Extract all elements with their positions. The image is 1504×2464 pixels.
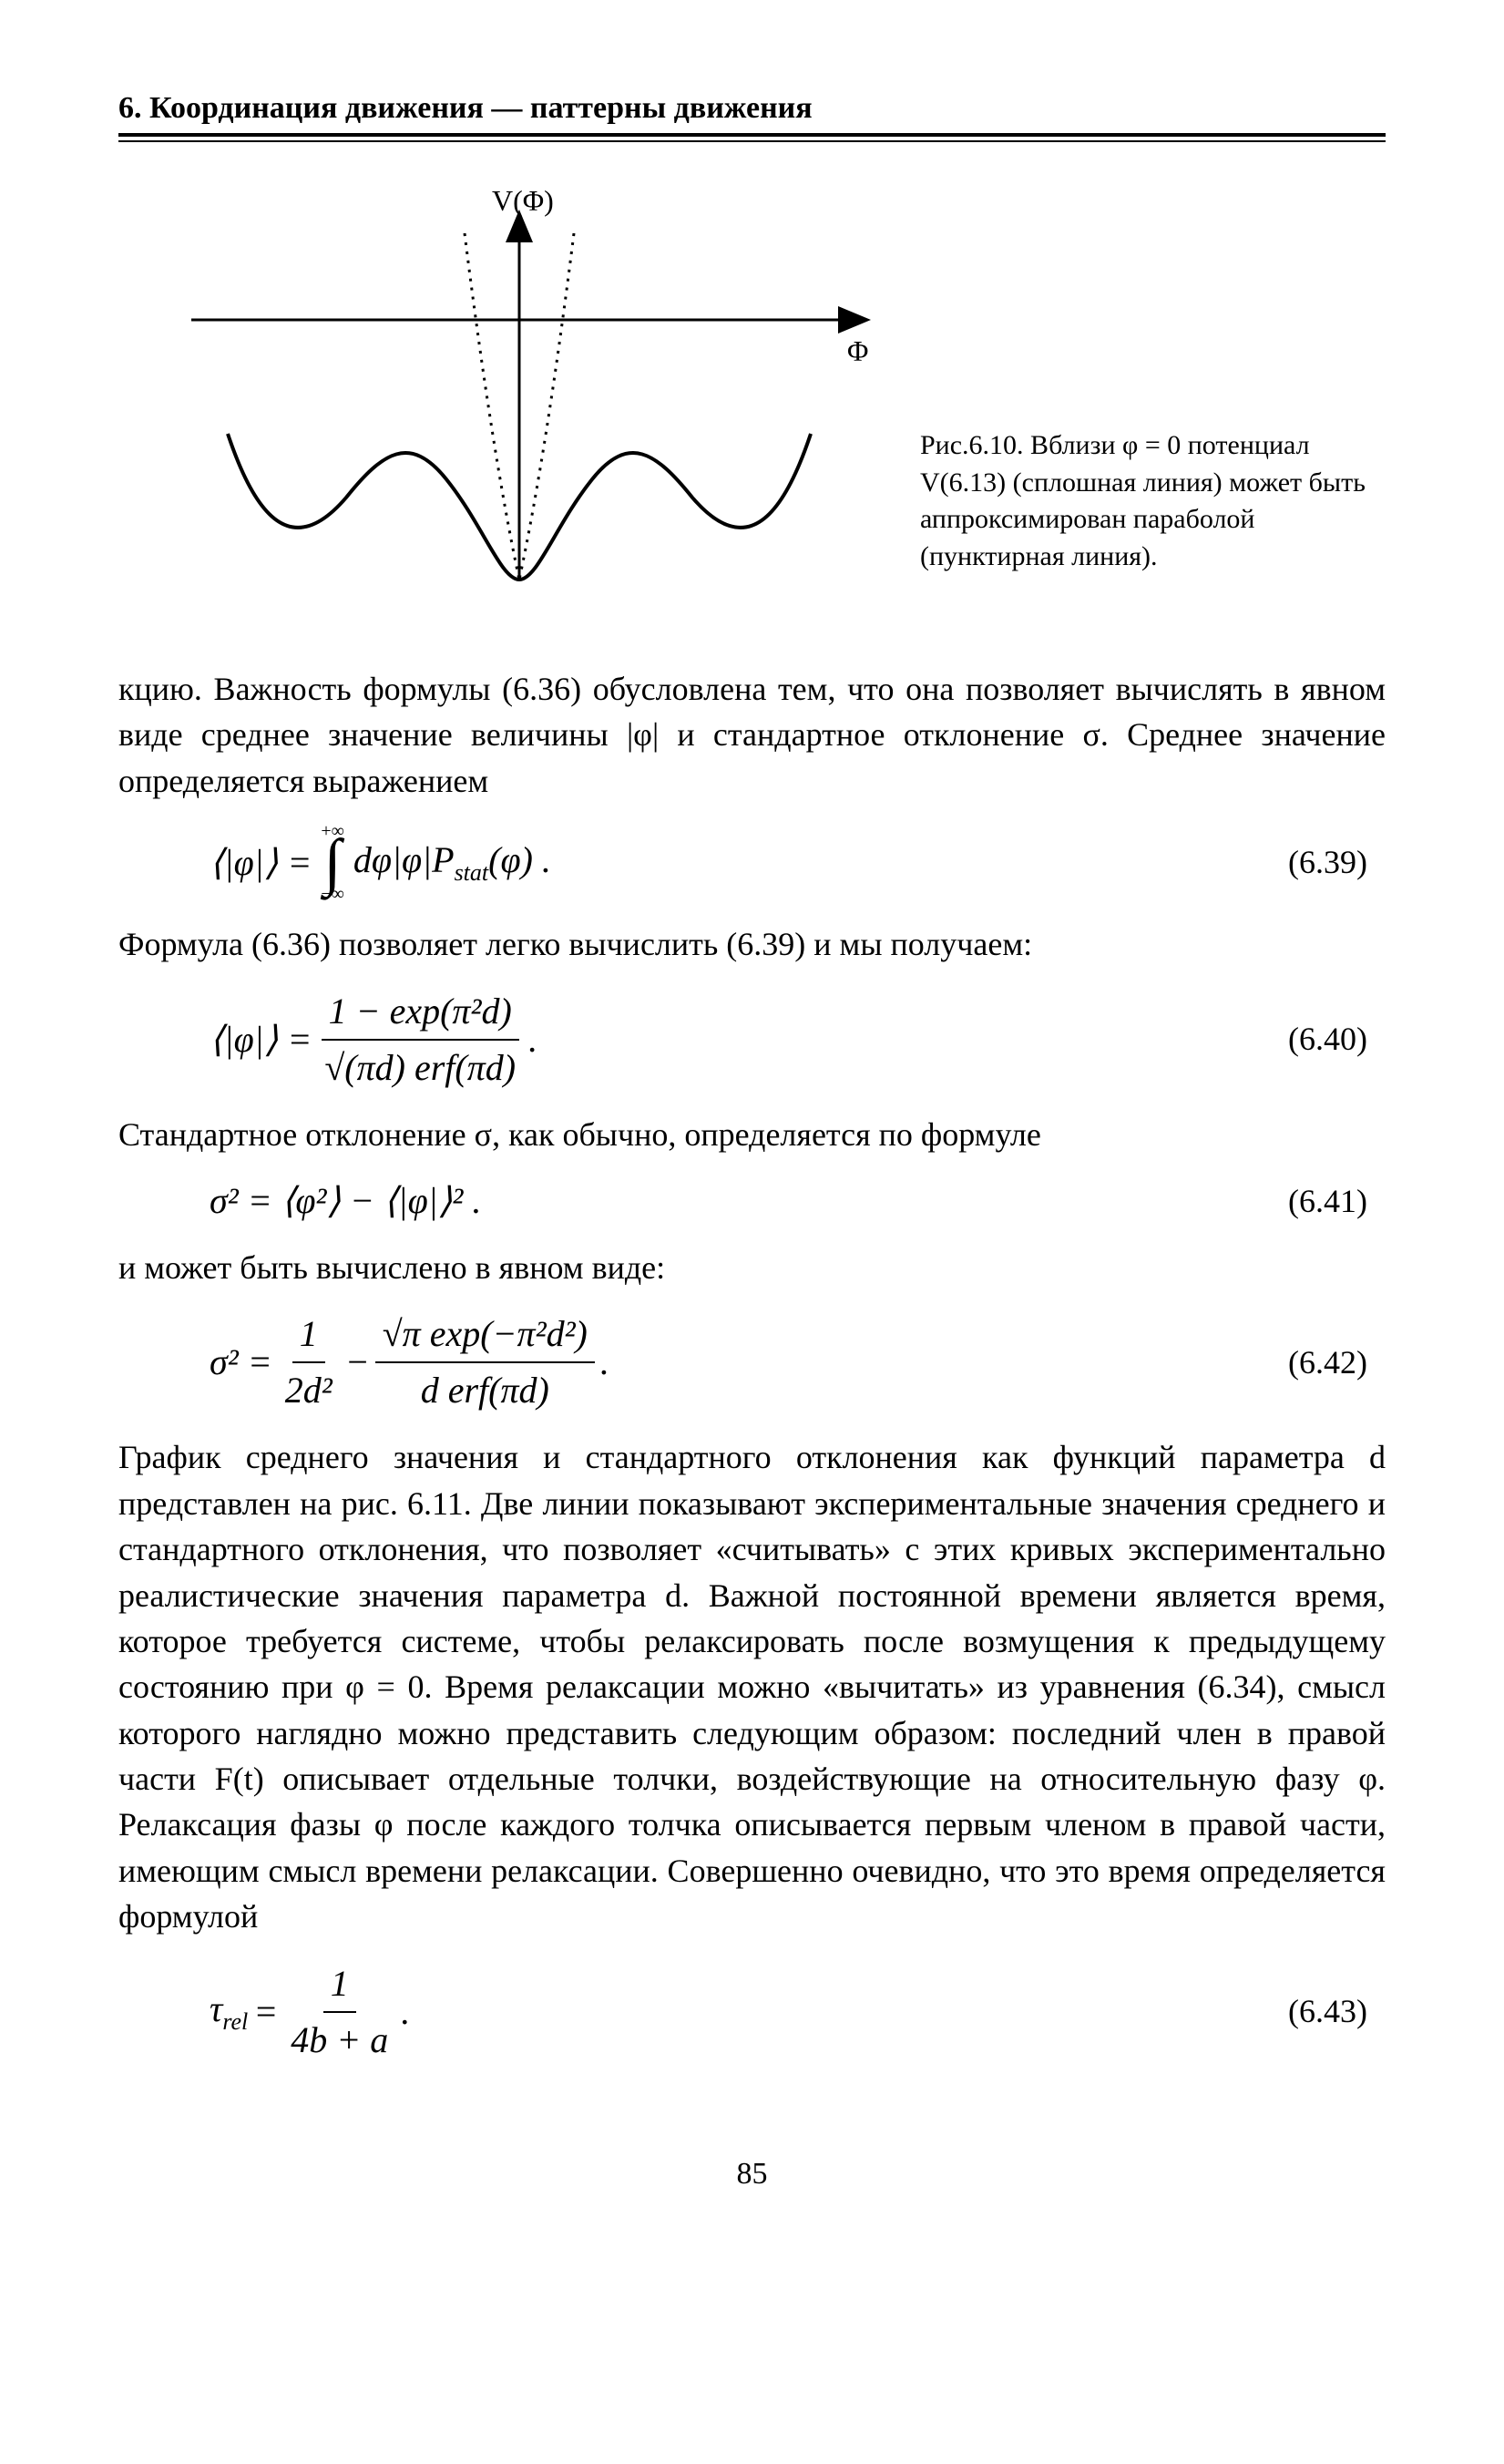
eq43-tau: τ <box>210 1988 222 2029</box>
eq43-sub: rel <box>222 2008 248 2035</box>
eq42-frac2: √π exp(−π²d²) d erf(πd) <box>375 1309 595 1416</box>
integral-symbol: ∫ <box>324 840 342 885</box>
equation-6-41: σ² = ⟨φ²⟩ − ⟨|φ|⟩² . (6.41) <box>118 1176 1386 1227</box>
eq40-denominator: √(πd) erf(πd) <box>317 1041 523 1093</box>
eq40-tail: . <box>528 1014 537 1065</box>
eq-number-640: (6.40) <box>1288 1016 1386 1062</box>
eq43-tail: . <box>401 1987 410 2038</box>
eq42-t1-den: 2d² <box>278 1363 340 1416</box>
equation-6-39: ⟨|φ|⟩ = +∞ ∫ −∞ dφ|φ|Pstat(φ) . (6.39) <box>118 822 1386 903</box>
figure-plot: V(Φ) Φ <box>191 179 884 611</box>
eq39-lhs: ⟨|φ|⟩ = <box>210 837 312 888</box>
eq40-numerator: 1 − exp(π²d) <box>322 986 519 1041</box>
eq41-expr: σ² = ⟨φ²⟩ − ⟨|φ|⟩² . <box>210 1176 481 1227</box>
paragraph-4: и может быть вычислено в явном виде: <box>118 1245 1386 1290</box>
page-number: 85 <box>118 2157 1386 2192</box>
int-lower-limit: −∞ <box>321 885 344 903</box>
eq42-t1-num: 1 <box>292 1309 325 1363</box>
eq43-num: 1 <box>323 1958 356 2013</box>
heading-rule <box>118 133 1386 142</box>
eq42-tail: . <box>600 1337 609 1388</box>
eq40-fraction: 1 − exp(π²d) √(πd) erf(πd) <box>317 986 523 1093</box>
eq-number-639: (6.39) <box>1288 839 1386 885</box>
x-axis-label: Φ <box>847 334 868 367</box>
figure-caption: Рис.6.10. Вблизи φ = 0 потенциал V(6.13)… <box>920 427 1386 611</box>
eq43-fraction: 1 4b + a <box>283 1958 395 2066</box>
paragraph-2: Формула (6.36) позволяет легко вычислить… <box>118 921 1386 967</box>
eq43-equals: = <box>253 1987 278 2038</box>
eq42-t2-num: √π exp(−π²d²) <box>375 1309 595 1363</box>
eq39-integrand: dφ|φ|P <box>353 839 455 880</box>
integral-sign: +∞ ∫ −∞ <box>321 822 344 903</box>
equation-6-43: τrel = 1 4b + a . (6.43) <box>118 1958 1386 2066</box>
eq43-den: 4b + a <box>283 2013 395 2066</box>
equation-6-42: σ² = 1 2d² − √π exp(−π²d²) d erf(πd) . (… <box>118 1309 1386 1416</box>
figure-6-10: V(Φ) Φ Рис.6.10. Вблизи φ = 0 потенциал … <box>118 179 1386 611</box>
eq42-minus: − <box>345 1337 370 1388</box>
eq40-lhs: ⟨|φ|⟩ = <box>210 1014 312 1065</box>
eq-number-641: (6.41) <box>1288 1178 1386 1224</box>
eq39-subscript: stat <box>455 859 489 886</box>
eq39-tail: (φ) . <box>488 839 551 880</box>
potential-plot-svg: V(Φ) Φ <box>191 179 884 607</box>
eq-number-642: (6.42) <box>1288 1340 1386 1385</box>
paragraph-3: Стандартное отклонение σ, как обычно, оп… <box>118 1112 1386 1157</box>
paragraph-1: кцию. Важность формулы (6.36) обусловлен… <box>118 666 1386 804</box>
eq42-lhs: σ² = <box>210 1337 272 1388</box>
eq-number-643: (6.43) <box>1288 1988 1386 2034</box>
y-axis-label: V(Φ) <box>492 184 554 217</box>
body-text: кцию. Важность формулы (6.36) обусловлен… <box>118 666 1386 2066</box>
chapter-heading: 6. Координация движения — паттерны движе… <box>118 91 1386 126</box>
eq42-t2-den: d erf(πd) <box>414 1363 557 1416</box>
equation-6-40: ⟨|φ|⟩ = 1 − exp(π²d) √(πd) erf(πd) . (6.… <box>118 986 1386 1093</box>
parabola-left <box>465 233 519 580</box>
paragraph-5: График среднего значения и стандартного … <box>118 1434 1386 1939</box>
parabola-right <box>519 233 574 580</box>
eq42-frac1: 1 2d² <box>278 1309 340 1416</box>
